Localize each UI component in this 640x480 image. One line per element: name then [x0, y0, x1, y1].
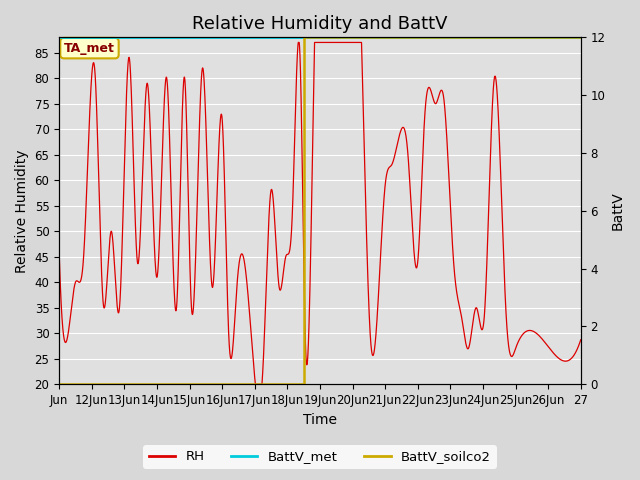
X-axis label: Time: Time: [303, 413, 337, 427]
Line: RH: RH: [59, 42, 580, 384]
RH: [294, 39, 302, 45]
RH: [395, 136, 403, 142]
Title: Relative Humidity and BattV: Relative Humidity and BattV: [192, 15, 448, 33]
BattV_soilco2: [55, 382, 63, 387]
BattV_soilco2: [300, 35, 307, 40]
Y-axis label: Relative Humidity: Relative Humidity: [15, 149, 29, 273]
RH: [55, 249, 63, 254]
Text: TA_met: TA_met: [64, 42, 115, 55]
RH: [255, 382, 262, 387]
Legend: RH, BattV_met, BattV_soilco2: RH, BattV_met, BattV_soilco2: [143, 445, 497, 468]
Line: BattV_soilco2: BattV_soilco2: [59, 37, 580, 384]
RH: [252, 382, 259, 387]
BattV_soilco2: [300, 382, 307, 387]
Y-axis label: BattV: BattV: [611, 192, 625, 230]
RH: [150, 231, 157, 237]
RH: [577, 337, 584, 343]
BattV_soilco2: [577, 35, 584, 40]
RH: [445, 167, 452, 173]
RH: [368, 351, 376, 357]
RH: [484, 221, 492, 227]
